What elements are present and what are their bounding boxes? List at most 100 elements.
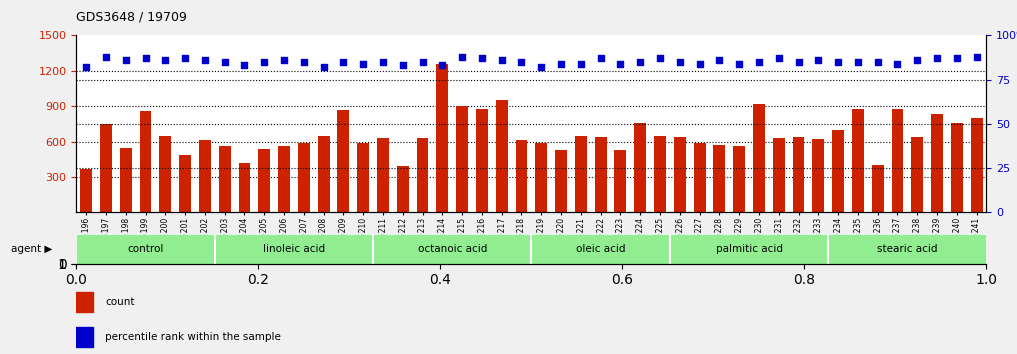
Bar (911, 137, 923, 212)
Bar (120, 148, 131, 212)
Bar (76, 234, 215, 264)
Point (889, 61, 905, 67)
Bar (338, 110, 350, 212)
Bar (773, 138, 785, 212)
Bar (932, 114, 943, 212)
Bar (575, 136, 587, 212)
Text: palmitic acid: palmitic acid (716, 244, 782, 254)
Point (870, 59, 886, 65)
Point (652, 56, 668, 61)
Text: linoleic acid: linoleic acid (262, 244, 325, 254)
Point (909, 57, 925, 63)
Text: percentile rank within the sample: percentile rank within the sample (106, 332, 282, 342)
Point (177, 56, 193, 61)
Text: oleic acid: oleic acid (576, 244, 625, 254)
Bar (160, 136, 171, 212)
Bar (100, 124, 112, 212)
Point (158, 57, 174, 63)
Bar (80, 169, 93, 212)
Point (612, 61, 629, 67)
Bar (215, 234, 373, 264)
Text: control: control (127, 244, 164, 254)
Bar (654, 136, 666, 212)
Bar (377, 138, 388, 212)
Point (949, 56, 965, 61)
Point (395, 63, 411, 68)
Bar (278, 146, 290, 212)
Point (751, 59, 767, 65)
Bar (635, 123, 646, 212)
Point (355, 61, 371, 67)
Bar (753, 104, 765, 212)
Point (78, 64, 95, 70)
Bar (614, 150, 626, 212)
Point (118, 57, 134, 63)
Point (414, 59, 430, 65)
Point (850, 59, 866, 65)
Bar (139, 111, 152, 212)
Bar (670, 234, 828, 264)
Point (553, 61, 570, 67)
Bar (832, 130, 844, 212)
Bar (852, 109, 863, 212)
Bar (813, 139, 824, 212)
Bar (397, 166, 409, 212)
Bar (357, 143, 369, 212)
Point (790, 59, 806, 65)
Bar (76, 327, 93, 347)
Bar (694, 143, 706, 212)
Point (830, 59, 846, 65)
Point (711, 57, 727, 63)
Bar (495, 100, 507, 212)
Bar (674, 137, 685, 212)
Bar (457, 106, 468, 212)
Point (811, 57, 827, 63)
Bar (298, 143, 310, 212)
Text: count: count (106, 297, 135, 307)
Point (929, 56, 945, 61)
Point (336, 59, 352, 65)
Point (633, 59, 649, 65)
Bar (872, 165, 884, 212)
Bar (373, 234, 531, 264)
Point (236, 63, 252, 68)
Point (533, 64, 549, 70)
Bar (595, 137, 606, 212)
Bar (892, 109, 903, 212)
Bar (179, 155, 191, 212)
Bar (792, 137, 804, 212)
Bar (531, 234, 670, 264)
Point (493, 57, 510, 63)
Bar (951, 123, 963, 212)
Point (692, 61, 708, 67)
Point (296, 59, 312, 65)
Bar (436, 64, 448, 212)
Bar (258, 149, 271, 212)
Point (573, 61, 589, 67)
Point (454, 54, 470, 59)
Bar (516, 141, 528, 212)
Bar (317, 136, 330, 212)
Text: GDS3648 / 19709: GDS3648 / 19709 (76, 11, 187, 24)
Text: agent ▶: agent ▶ (11, 244, 53, 254)
Point (434, 63, 451, 68)
Point (276, 57, 292, 63)
Bar (76, 292, 93, 312)
Bar (733, 146, 745, 212)
Bar (239, 163, 250, 212)
Point (256, 59, 273, 65)
Bar (199, 141, 211, 212)
Point (671, 59, 687, 65)
Bar (970, 118, 982, 212)
Bar (417, 138, 428, 212)
Point (315, 64, 332, 70)
Text: stearic acid: stearic acid (877, 244, 938, 254)
Point (731, 61, 747, 67)
Bar (828, 234, 986, 264)
Point (137, 56, 154, 61)
Point (474, 56, 490, 61)
Point (771, 56, 787, 61)
Point (196, 57, 213, 63)
Bar (714, 145, 725, 212)
Point (593, 56, 609, 61)
